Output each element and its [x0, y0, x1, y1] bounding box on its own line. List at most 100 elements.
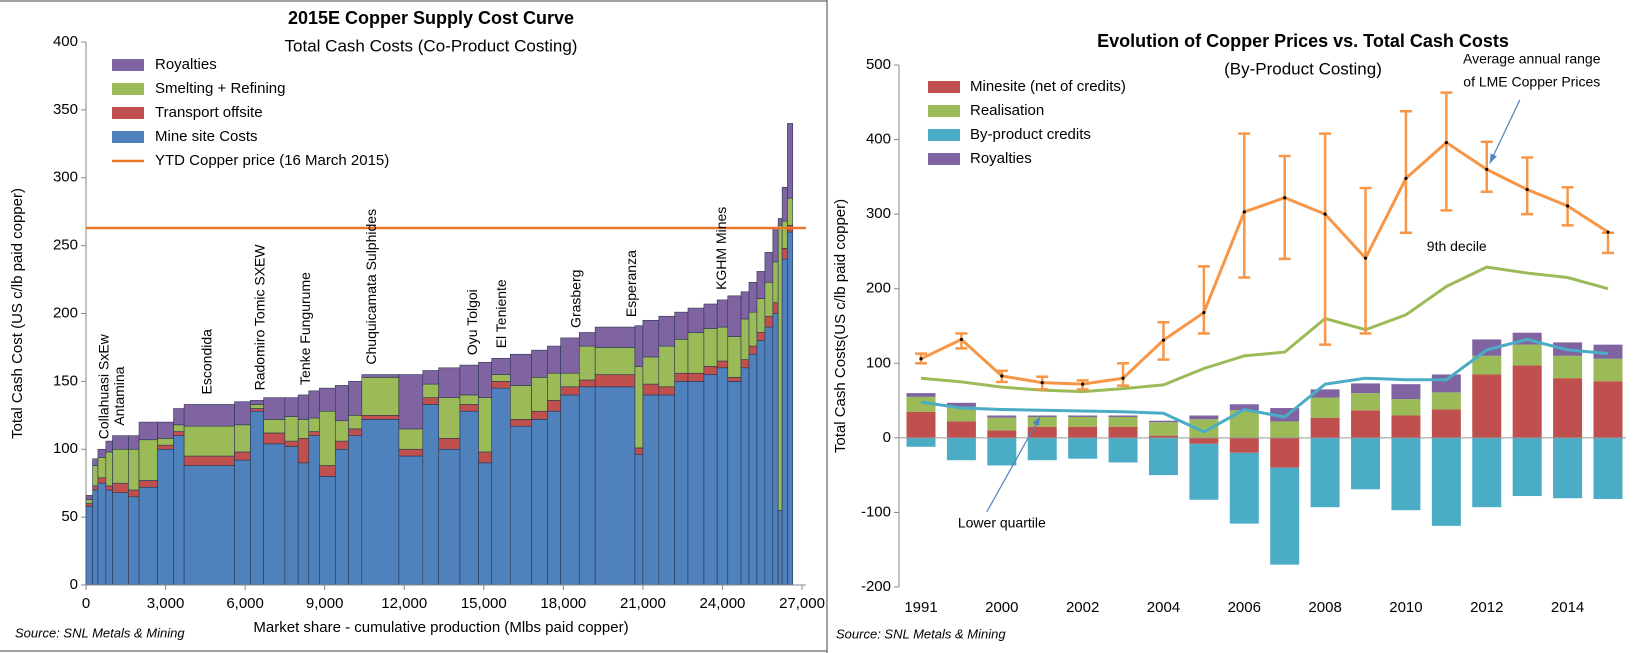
cost-segment: [478, 451, 493, 464]
x-tick-label: 2002: [1066, 599, 1099, 616]
x-tick-label: 18,000: [540, 595, 586, 612]
cost-segment: [716, 326, 729, 362]
cost-segment: [772, 302, 779, 314]
cost-segment: [438, 448, 461, 586]
price-point: [1363, 256, 1368, 260]
cost-segment: [348, 428, 363, 436]
cost-segment: [459, 410, 479, 586]
cost-segment: [422, 383, 440, 398]
bar-segment: [906, 393, 936, 397]
legend-swatch: [112, 59, 144, 71]
legend-label: Minesite (net of credits): [970, 78, 1126, 95]
price-point: [1485, 167, 1489, 171]
cost-segment: [85, 499, 93, 504]
bar-segment: [946, 421, 976, 438]
bar-segment: [987, 437, 1017, 466]
bar-segment: [1351, 383, 1381, 394]
cost-segment: [756, 298, 766, 333]
cost-segment: [97, 482, 107, 586]
y-axis-title: Total Cash Costs(US c/lb paid copper): [832, 199, 849, 453]
cost-segment: [173, 424, 185, 432]
cost-segment: [422, 397, 440, 405]
chart-subtitle: (By-Product Costing): [1224, 59, 1382, 78]
cost-segment: [531, 419, 548, 586]
x-tick-label: 0: [82, 595, 90, 612]
cost-segment: [183, 404, 235, 427]
x-tick-label: 24,000: [700, 595, 746, 612]
y-tick-label: 200: [866, 280, 891, 297]
arrow-head: [1032, 416, 1041, 427]
bar-segment: [1593, 358, 1623, 382]
cost-segment: [634, 447, 644, 455]
cost-segment: [138, 486, 158, 586]
y-tick-label: 0: [883, 429, 891, 446]
cost-segment: [787, 123, 794, 199]
y-tick-label: 350: [53, 101, 78, 118]
cost-segment: [183, 455, 235, 466]
cost-segment: [173, 435, 185, 586]
cost-segment: [97, 457, 107, 479]
cost-segment: [263, 443, 286, 586]
bar-segment: [1068, 416, 1098, 427]
chart-title: Evolution of Copper Prices vs. Total Cas…: [1097, 31, 1509, 51]
price-point: [1283, 196, 1287, 200]
x-tick-label: 9,000: [306, 595, 344, 612]
y-tick-label: 300: [866, 205, 891, 222]
cost-segment: [459, 394, 479, 405]
bar-segment: [1270, 467, 1300, 565]
cost-segment: [787, 197, 794, 226]
cost-segment: [578, 386, 596, 586]
cost-segment: [138, 421, 158, 441]
cost-segment: [716, 299, 729, 328]
cost-segment: [547, 400, 561, 412]
cost-segment: [772, 261, 779, 303]
cost-segment: [438, 367, 461, 398]
cost-segment: [703, 303, 718, 329]
bar-segment: [1553, 355, 1583, 379]
cost-segment: [491, 357, 511, 375]
legend-swatch: [928, 153, 960, 165]
y-tick-label: 100: [866, 354, 891, 371]
cost-segment: [781, 258, 788, 586]
bar-segment: [1472, 355, 1502, 375]
cost-segment: [510, 385, 532, 420]
y-tick-label: -100: [861, 503, 891, 520]
cost-segment: [361, 374, 400, 378]
line-series: [920, 337, 1609, 434]
cost-segment: [764, 326, 774, 586]
cost-segment: [547, 410, 561, 586]
price-point: [1081, 382, 1085, 386]
x-tick-label: 2000: [985, 599, 1018, 616]
cost-segment: [772, 227, 779, 263]
y-tick-label: 200: [53, 304, 78, 321]
cost-segment: [578, 332, 596, 347]
cost-segment: [748, 353, 758, 586]
cost-segment: [781, 248, 788, 260]
cost-segment: [764, 252, 774, 283]
cost-segment: [85, 503, 93, 507]
bar-segment: [1431, 392, 1461, 410]
cost-segment: [740, 367, 750, 586]
price-point: [1000, 374, 1004, 378]
cost-segment: [284, 440, 299, 447]
price-point: [1525, 187, 1529, 192]
cost-segment: [531, 377, 548, 412]
cost-segment: [297, 394, 310, 420]
cost-segment: [560, 386, 580, 396]
bar-segment: [1068, 437, 1098, 459]
cost-segment: [510, 353, 532, 386]
mine-label: Tenke Fungurume: [297, 272, 313, 385]
cost-segment: [748, 311, 758, 347]
cost-segment: [560, 337, 580, 374]
bar-segment: [1148, 435, 1178, 438]
cost-segment: [478, 397, 493, 453]
cost-segment: [157, 444, 174, 450]
cost-segment: [319, 465, 336, 477]
bar-segment: [1593, 381, 1623, 438]
bar-segment: [1310, 389, 1340, 398]
bar-segment: [1553, 378, 1583, 438]
bar-segment: [1512, 437, 1542, 497]
cost-segment: [361, 419, 400, 586]
legend-label: Smelting + Refining: [155, 80, 286, 97]
cost-segment: [658, 386, 676, 396]
